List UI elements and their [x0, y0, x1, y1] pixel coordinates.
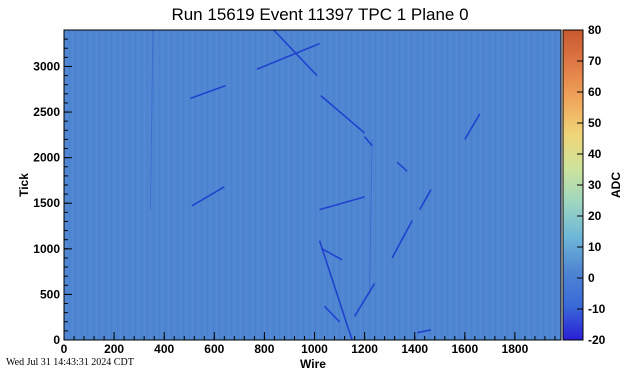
track-15 [417, 329, 432, 334]
z-tick-label: 80 [588, 23, 602, 37]
y-axis: 0 500 1000 1500 2000 2500 3000 [33, 29, 72, 347]
z-tick-label: -10 [588, 302, 606, 316]
z-tick-label: 20 [588, 209, 602, 223]
z-tick-label: -20 [588, 333, 606, 347]
x-tick-label: 800 [254, 342, 274, 356]
plot-noise-texture [64, 30, 561, 340]
x-tick-label: 1400 [401, 342, 428, 356]
track-17 [369, 139, 373, 295]
x-tick-label: 200 [104, 342, 124, 356]
y-tick-label: 0 [53, 333, 60, 347]
y-tick-label: 500 [40, 287, 60, 301]
track-0 [191, 186, 225, 207]
x-tick-label: 1000 [301, 342, 328, 356]
chart-title: Run 15619 Event 11397 TPC 1 Plane 0 [171, 5, 468, 24]
track-8 [321, 248, 343, 261]
z-tick-label: 10 [588, 240, 602, 254]
y-axis-label: Tick [17, 173, 31, 197]
z-tick-label: 0 [588, 271, 595, 285]
y-tick-label: 2000 [33, 151, 60, 165]
track-10 [353, 283, 376, 317]
plot-area [63, 29, 562, 341]
y-tick-label: 2500 [33, 105, 60, 119]
x-axis-label: Wire [300, 357, 326, 371]
y-tick-label: 1000 [33, 242, 60, 256]
color-scale-axis: -20 -10 0 10 20 30 40 50 60 70 80 [577, 23, 606, 347]
color-scale-label: ADC [609, 172, 623, 198]
x-tick-label: 0 [61, 342, 68, 356]
track-3 [272, 30, 318, 77]
x-tick-label: 600 [204, 342, 224, 356]
track-5 [363, 136, 373, 147]
track-12 [396, 161, 408, 172]
z-tick-label: 60 [588, 85, 602, 99]
y-tick-label: 1500 [33, 196, 60, 210]
z-tick-label: 40 [588, 147, 602, 161]
x-axis: 0 200 400 600 800 1000 1200 1400 1600 1800 [61, 332, 556, 356]
track-2 [256, 42, 320, 70]
track-6 [319, 196, 365, 211]
track-13 [419, 189, 432, 211]
z-tick-label: 50 [588, 116, 602, 130]
track-4 [320, 95, 366, 134]
color-scale: -20 -10 0 10 20 30 40 50 60 70 80 ADC [562, 23, 623, 347]
z-tick-label: 70 [588, 54, 602, 68]
track-7 [318, 240, 353, 340]
track-14 [464, 113, 481, 140]
track-9 [323, 305, 341, 323]
x-tick-label: 400 [154, 342, 174, 356]
y-tick-label: 3000 [33, 59, 60, 73]
x-tick-label: 1600 [451, 342, 478, 356]
x-tick-label: 1200 [351, 342, 378, 356]
z-tick-label: 30 [588, 178, 602, 192]
timestamp-label: Wed Jul 31 14:43:31 2024 CDT [6, 357, 134, 368]
track-1 [190, 84, 226, 100]
track-11 [391, 220, 413, 259]
x-tick-label: 1800 [502, 342, 529, 356]
track-16 [149, 30, 154, 210]
tracks-layer [149, 30, 481, 340]
